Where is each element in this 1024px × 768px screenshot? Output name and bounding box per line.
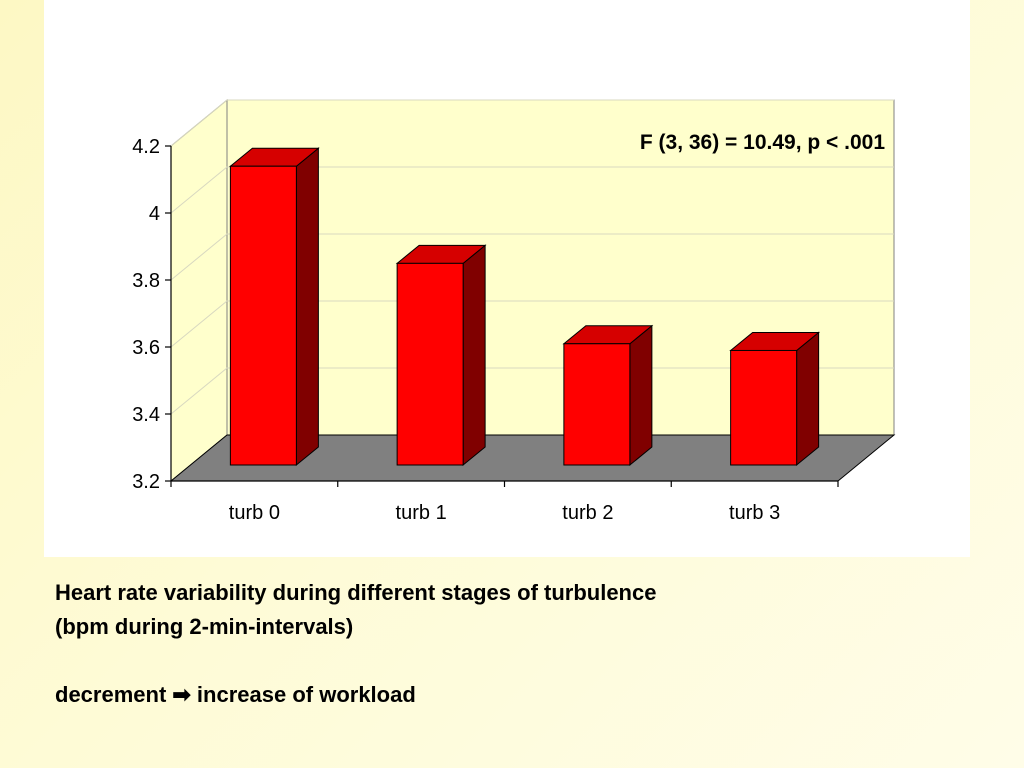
caption-note: decrement ➡ increase of workload: [55, 682, 416, 707]
y-tick-label: 3.4: [132, 404, 160, 426]
gridline: [170, 367, 894, 415]
bar-front: [563, 343, 631, 466]
x-tick-label: turb 1: [396, 502, 447, 524]
bar-front: [229, 165, 297, 466]
y-axis-ticks: 4.2 4 3.8 3.6 3.4 3.2: [132, 136, 171, 493]
gridline: [170, 233, 894, 281]
y-tick-label: 3.2: [132, 471, 160, 493]
bar: [729, 331, 821, 467]
caption-units: (bpm during 2-min-intervals): [55, 614, 354, 639]
bar-side: [295, 147, 319, 467]
chart-panel: 4.2 4 3.8 3.6 3.4 3.2 turb 0 turb 1 turb 2 turb …: [44, 0, 970, 557]
bar-side: [629, 324, 653, 467]
bars: [228, 147, 821, 467]
y-tick-label: 4: [149, 203, 160, 225]
bar-side: [462, 244, 486, 467]
gridlines: [170, 99, 894, 415]
gridline: [170, 166, 894, 214]
plot-side-wall: [170, 98, 228, 483]
bar-side: [796, 331, 820, 467]
bar-front: [730, 349, 798, 466]
x-tick-label: turb 0: [229, 502, 280, 524]
y-tick-label: 3.6: [132, 337, 160, 359]
y-tick-label: 4.2: [132, 136, 160, 158]
bar: [228, 147, 320, 467]
bar: [395, 244, 487, 467]
y-tick-label: 3.8: [132, 270, 160, 292]
x-tick-label: turb 3: [729, 502, 780, 524]
caption-title: Heart rate variability during different …: [55, 580, 657, 605]
bar-chart: 4.243.83.63.43.2 turb 0 turb 1 turb 2 turb …: [132, 98, 896, 524]
x-tick-label: turb 2: [562, 502, 613, 524]
bar-front: [396, 262, 464, 466]
stat-annotation: F (3, 36) = 10.49, p < .001: [640, 131, 885, 154]
x-axis-ticks: turb 0 turb 1 turb 2 turb 3: [170, 481, 839, 524]
gridline: [170, 300, 894, 348]
bar: [562, 324, 654, 467]
gridline: [170, 99, 894, 147]
